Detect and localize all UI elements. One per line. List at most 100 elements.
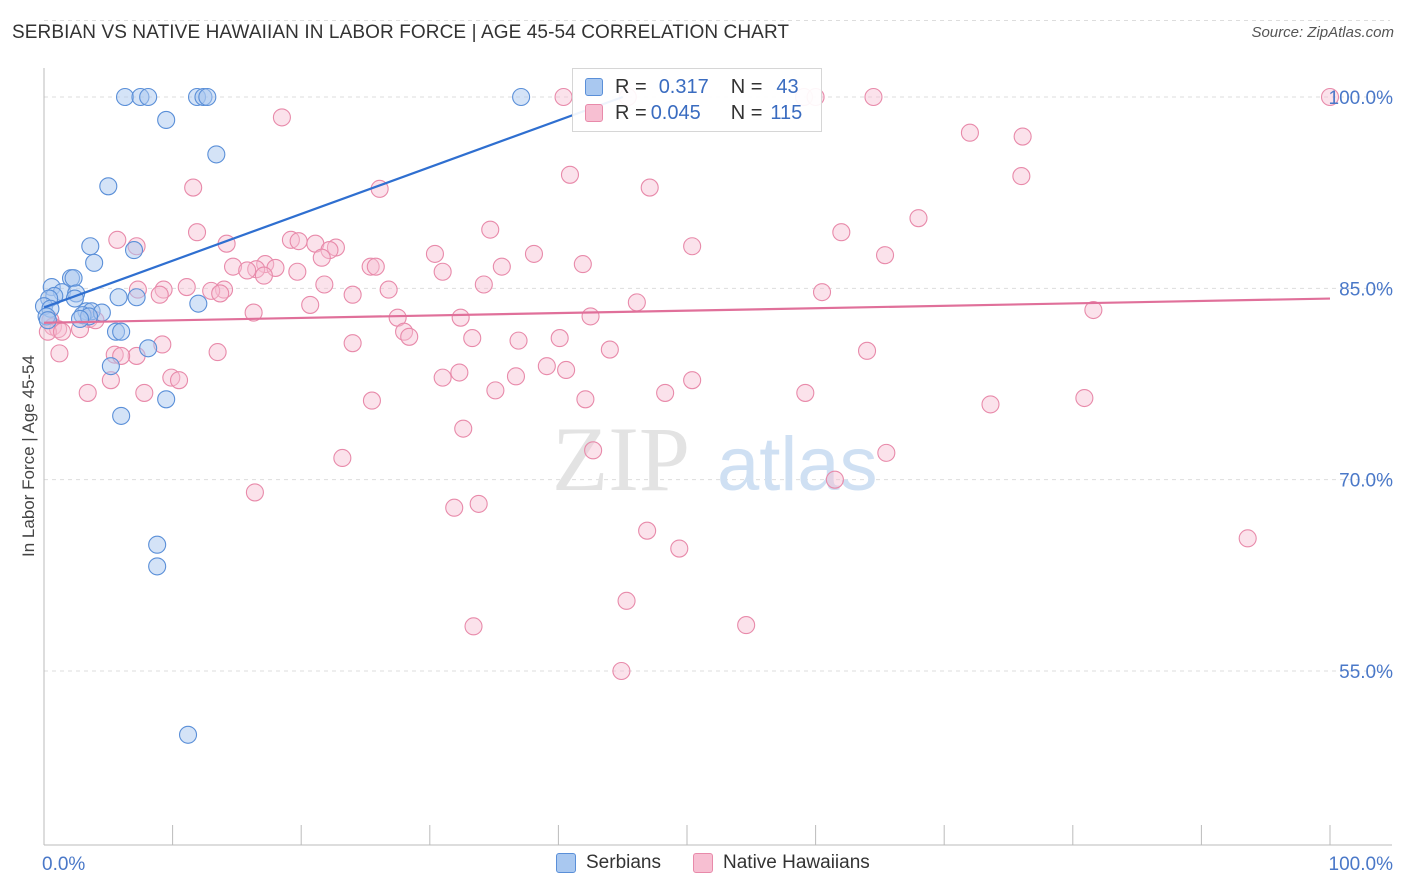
serbian-point-36 xyxy=(101,357,120,376)
serbians-n-label: N = xyxy=(730,75,763,98)
native-hawaiian-point-32 xyxy=(223,257,243,276)
native-hawaiian-point-0 xyxy=(554,87,573,107)
native-hawaiian-point-112 xyxy=(1238,529,1257,548)
native-hawaiian-point-84 xyxy=(537,357,556,376)
native-hawaiian-point-43 xyxy=(474,275,493,294)
native-hawaiian-point-54 xyxy=(150,285,169,304)
legend-row-serbians: R = 0.317 N = 43 xyxy=(585,74,799,100)
native-hawaiian-point-77 xyxy=(600,340,619,359)
native-hawaiian-point-72 xyxy=(463,329,482,348)
native-hawaiian-point-45 xyxy=(177,278,196,297)
native-hawaiian-point-5 xyxy=(1320,87,1340,107)
native-hawaiian-point-26 xyxy=(683,237,702,256)
serbian-point-40 xyxy=(148,557,167,576)
native-hawaiian-point-87 xyxy=(433,368,452,387)
native-hawaiian-point-108 xyxy=(469,494,488,513)
native-hawaiian-point-89 xyxy=(683,371,702,390)
native-hawaiian-point-86 xyxy=(450,363,469,382)
native-hawaiian-point-41 xyxy=(288,262,307,281)
serbian-point-9 xyxy=(99,177,118,196)
serbian-point-39 xyxy=(148,535,167,554)
serbians-r-value: 0.317 xyxy=(658,75,709,98)
native-hawaiian-point-80 xyxy=(50,344,69,363)
serbian-point-37 xyxy=(157,390,176,409)
native-hawaiian-point-15 xyxy=(909,209,928,228)
y-tick-label-0: 100.0% xyxy=(1329,88,1394,109)
native-hawaiian-point-51 xyxy=(343,285,362,304)
y-tick-label-3: 55.0% xyxy=(1339,662,1393,683)
native-hawaiian-point-115 xyxy=(737,616,756,635)
native-hawaiian-point-100 xyxy=(1075,388,1094,408)
legend-item-serbians: Serbians xyxy=(556,852,661,874)
native-hawaiian-point-27 xyxy=(875,246,895,265)
native-hawaiian-point-8 xyxy=(1013,127,1032,146)
native-hawaiian-point-111 xyxy=(670,539,689,558)
native-hawaiian-point-109 xyxy=(445,498,464,517)
native-hawaiian-point-7 xyxy=(960,123,979,142)
native-hawaiian-point-106 xyxy=(825,470,844,489)
serbian-point-22 xyxy=(127,288,146,307)
serbians-trend-line xyxy=(43,95,624,309)
native-hawaiian-point-101 xyxy=(981,395,1000,414)
native-hawaiian-point-68 xyxy=(52,322,72,341)
chart-source: Source: ZipAtlas.com xyxy=(1251,24,1394,41)
native-hawaiian-point-71 xyxy=(400,327,419,346)
serbian-point-35 xyxy=(139,339,158,358)
native-hawaiian-point-39 xyxy=(492,257,511,276)
serbians-n-value: 43 xyxy=(776,75,799,98)
native-hawaiian-point-16 xyxy=(832,223,851,242)
serbians-points xyxy=(34,87,531,744)
native-hawaiian-point-110 xyxy=(638,521,657,540)
hawaiians-n-label: N = xyxy=(730,101,763,124)
y-tick-label-1: 85.0% xyxy=(1339,279,1393,300)
native-hawaiian-point-99 xyxy=(362,391,381,410)
series-legend: Serbians Native Hawaiians xyxy=(556,852,902,874)
stats-legend: R = 0.317 N = 43 R = 0.045 N = 115 xyxy=(572,68,822,132)
native-hawaiian-point-18 xyxy=(108,230,127,249)
legend-item-hawaiians: Native Hawaiians xyxy=(693,852,870,874)
native-hawaiian-point-113 xyxy=(464,617,483,636)
serbian-point-34 xyxy=(112,322,131,341)
serbian-point-2 xyxy=(139,87,158,107)
native-hawaiian-point-103 xyxy=(584,441,603,460)
native-hawaiian-point-44 xyxy=(315,275,334,294)
native-hawaiian-point-52 xyxy=(379,280,398,299)
hawaiians-r-value: 0.045 xyxy=(650,101,701,124)
watermark: ZIP atlas xyxy=(552,408,878,510)
x-tick-label-1: 100.0% xyxy=(1329,854,1394,875)
native-hawaiian-point-85 xyxy=(557,360,576,380)
serbians-r-label: R = xyxy=(615,75,647,98)
native-hawaiian-point-9 xyxy=(560,165,580,184)
native-hawaiian-point-93 xyxy=(486,381,505,400)
hawaiians-trend-line xyxy=(43,297,1331,324)
serbian-point-11 xyxy=(124,241,144,260)
legend-hawaiians-label: Native Hawaiians xyxy=(723,852,870,873)
native-hawaiian-point-70 xyxy=(395,322,414,341)
y-axis-title: In Labor Force | Age 45-54 xyxy=(19,355,38,557)
native-hawaiian-point-31 xyxy=(256,255,275,274)
native-hawaiian-point-58 xyxy=(1084,300,1103,320)
native-hawaiian-point-40 xyxy=(573,255,592,274)
native-hawaiian-point-12 xyxy=(184,178,203,197)
native-hawaiian-point-74 xyxy=(509,331,528,350)
native-hawaiian-point-91 xyxy=(169,371,189,390)
native-hawaiian-point-35 xyxy=(238,261,257,280)
native-hawaiian-point-105 xyxy=(333,448,352,468)
chart-title: SERBIAN VS NATIVE HAWAIIAN IN LABOR FORC… xyxy=(12,22,790,43)
native-hawaiian-point-37 xyxy=(361,257,380,276)
x-tick-label-0: 0.0% xyxy=(42,854,85,875)
hawaiians-r-label: R = xyxy=(615,101,647,124)
native-hawaiian-point-17 xyxy=(187,223,207,242)
native-hawaiian-point-20 xyxy=(289,232,308,251)
native-hawaiian-point-25 xyxy=(320,241,339,260)
legend-hawaiians-swatch xyxy=(693,853,713,873)
native-hawaiian-point-6 xyxy=(272,108,291,127)
native-hawaiian-point-73 xyxy=(550,329,569,348)
legend-row-hawaiians: R = 0.045 N = 115 xyxy=(585,100,802,126)
native-hawaiian-point-19 xyxy=(281,230,300,249)
serbian-point-32 xyxy=(38,311,57,330)
hawaiians-n-value: 115 xyxy=(770,101,803,124)
serbian-point-6 xyxy=(512,87,531,107)
watermark-zip: ZIP xyxy=(552,408,690,510)
native-hawaiian-point-88 xyxy=(506,367,526,386)
